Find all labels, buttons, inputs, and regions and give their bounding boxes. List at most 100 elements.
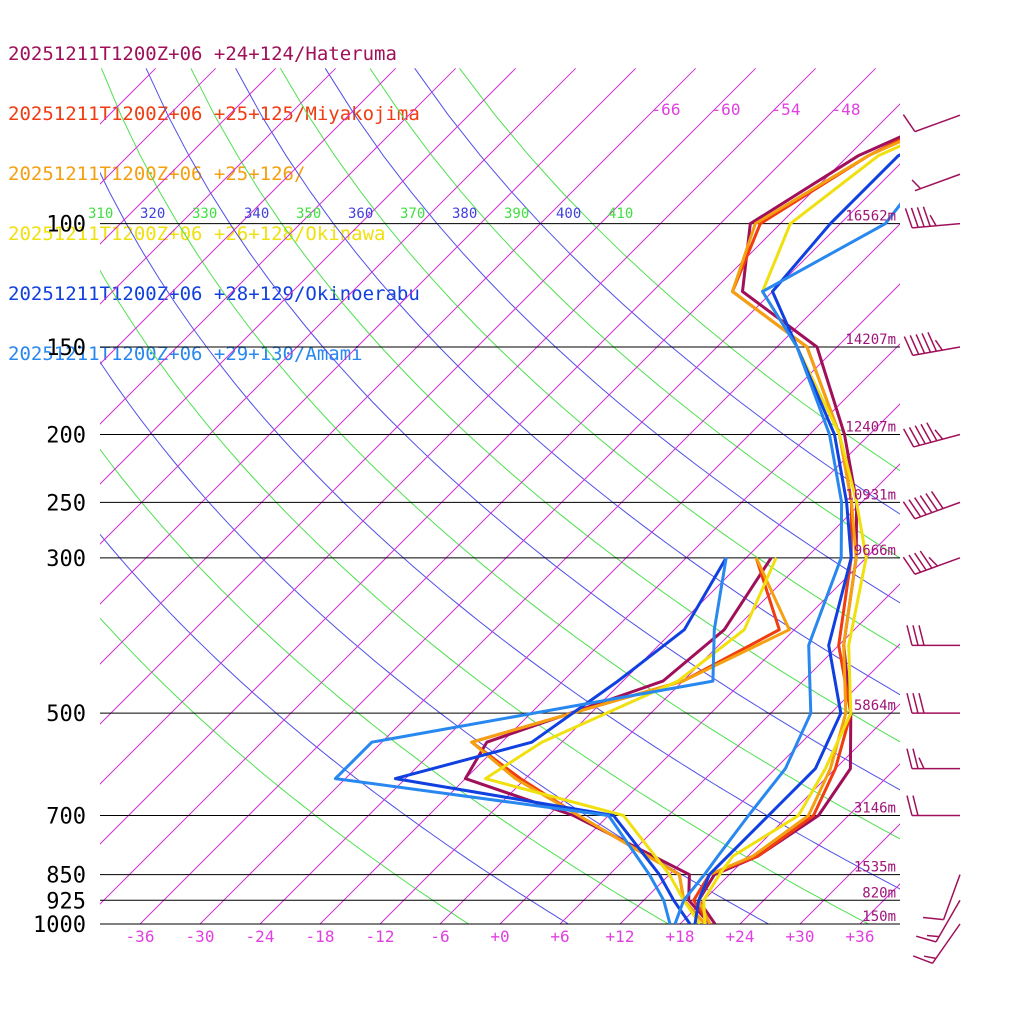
theta-label-370: 370 bbox=[400, 206, 425, 222]
dry-adiabats bbox=[100, 67, 900, 924]
height-label-850: 1535m bbox=[854, 860, 896, 876]
isotherm--54 bbox=[100, 67, 817, 785]
isotherm--66 bbox=[100, 67, 697, 665]
theta-label-320: 320 bbox=[140, 206, 165, 222]
wind-barb-85 bbox=[911, 173, 961, 192]
barb-full-feather bbox=[909, 335, 920, 355]
temperature-tick--30: -30 bbox=[186, 927, 215, 946]
isotherm-12 bbox=[619, 643, 900, 924]
barb-full-feather bbox=[918, 625, 925, 646]
isotherm--30 bbox=[199, 223, 900, 924]
barb-full-feather bbox=[906, 795, 913, 816]
pressure-label-700: 700 bbox=[46, 805, 86, 830]
wind-barb-1000 bbox=[912, 923, 961, 965]
wind-barb-200 bbox=[902, 422, 961, 448]
theta-label-330: 330 bbox=[192, 206, 217, 222]
adiabat-310 bbox=[100, 269, 870, 924]
pressure-label-300: 300 bbox=[46, 547, 86, 572]
height-label-500: 5864m bbox=[854, 698, 896, 714]
theta-label-410: 410 bbox=[608, 206, 633, 222]
barb-full-feather bbox=[919, 495, 933, 514]
height-label-300: 9666m bbox=[854, 543, 896, 559]
upper-temperature-tick-3: -48 bbox=[832, 100, 861, 119]
temperature-tick--36: -36 bbox=[126, 927, 155, 946]
barb-full-feather bbox=[902, 428, 915, 448]
barb-full-feather bbox=[912, 955, 933, 965]
isotherm--84 bbox=[100, 67, 517, 485]
barb-full-feather bbox=[906, 625, 913, 646]
series-okinawa-126-dewpoint bbox=[470, 557, 791, 924]
adiabat-320 bbox=[100, 171, 900, 890]
wind-barb-100 bbox=[904, 206, 961, 229]
adiabat-270 bbox=[100, 617, 470, 924]
isotherm--36 bbox=[139, 163, 900, 924]
barb-full-feather bbox=[912, 748, 919, 769]
temperature-tick--24: -24 bbox=[246, 927, 275, 946]
barb-full-feather bbox=[903, 336, 914, 356]
temperature-tick-6: +6 bbox=[550, 927, 569, 946]
height-label-150: 14207m bbox=[845, 332, 896, 348]
adiabat-280 bbox=[100, 533, 570, 924]
barb-staff bbox=[935, 899, 961, 943]
isotherm--96 bbox=[100, 67, 397, 365]
barb-full-feather bbox=[925, 493, 939, 511]
theta-label-350: 350 bbox=[296, 206, 321, 222]
barb-full-feather bbox=[922, 206, 931, 227]
temperature-tick-18: +18 bbox=[666, 927, 695, 946]
barb-full-feather bbox=[906, 693, 913, 714]
isotherm--48 bbox=[100, 67, 877, 845]
theta-label-360: 360 bbox=[348, 206, 373, 222]
height-label-250: 10931m bbox=[845, 487, 896, 503]
barb-half-feather bbox=[934, 429, 944, 440]
barb-full-feather bbox=[923, 916, 944, 921]
barb-half-feather bbox=[934, 339, 943, 351]
isotherm-18 bbox=[679, 703, 900, 924]
isotherm--108 bbox=[100, 67, 277, 245]
barb-full-feather bbox=[926, 422, 938, 442]
pressure-label-500: 500 bbox=[46, 702, 86, 727]
temperature-tick-36: +36 bbox=[846, 927, 875, 946]
barb-full-feather bbox=[902, 501, 916, 520]
barb-full-feather bbox=[916, 207, 925, 228]
pressure-label-100: 100 bbox=[46, 213, 86, 238]
theta-label-400: 400 bbox=[556, 206, 581, 222]
series-okinoerabu-temp bbox=[693, 153, 900, 924]
series-okinawa-temp bbox=[702, 144, 900, 924]
series-miyakojima-dewpoint bbox=[470, 557, 781, 924]
axis-labels: 100 16562m 150 14207m 200 12407m 250 10931m 300 9… bbox=[33, 100, 896, 946]
theta-label-390: 390 bbox=[504, 206, 529, 222]
barb-half-feather bbox=[923, 955, 937, 960]
sounding-series bbox=[333, 135, 900, 924]
barb-full-feather bbox=[921, 333, 932, 353]
barb-half-feather bbox=[911, 179, 922, 190]
isotherm--60 bbox=[100, 67, 757, 725]
barb-full-feather bbox=[902, 114, 916, 133]
theta-label-380: 380 bbox=[452, 206, 477, 222]
wind-barb-250 bbox=[902, 491, 961, 520]
barb-half-feather bbox=[926, 934, 940, 938]
isotherm--78 bbox=[100, 67, 577, 545]
isotherm--114 bbox=[100, 67, 217, 185]
barb-full-feather bbox=[912, 693, 919, 714]
height-label-200: 12407m bbox=[845, 419, 896, 435]
adiabat-380 bbox=[324, 68, 900, 604]
pressure-label-850: 850 bbox=[46, 864, 86, 889]
height-label-700: 3146m bbox=[854, 801, 896, 817]
adiabat-290 bbox=[100, 448, 670, 924]
barb-staff bbox=[931, 923, 961, 964]
series-okinoerabu-dewpoint bbox=[393, 557, 728, 924]
theta-label-340: 340 bbox=[244, 206, 269, 222]
isotherm--24 bbox=[259, 283, 900, 924]
barb-staff bbox=[914, 114, 961, 133]
wind-barb-300 bbox=[902, 550, 961, 575]
wind-barb-70 bbox=[902, 114, 961, 133]
temperature-tick-24: +24 bbox=[726, 927, 755, 946]
wind-barb-850 bbox=[923, 874, 961, 921]
pressure-label-925: 925 bbox=[46, 889, 86, 914]
barb-full-feather bbox=[914, 552, 927, 571]
barb-full-feather bbox=[912, 795, 919, 816]
barb-full-feather bbox=[920, 423, 932, 443]
barb-full-feather bbox=[908, 499, 922, 518]
isotherm--42 bbox=[100, 103, 900, 905]
barb-full-feather bbox=[927, 332, 938, 352]
